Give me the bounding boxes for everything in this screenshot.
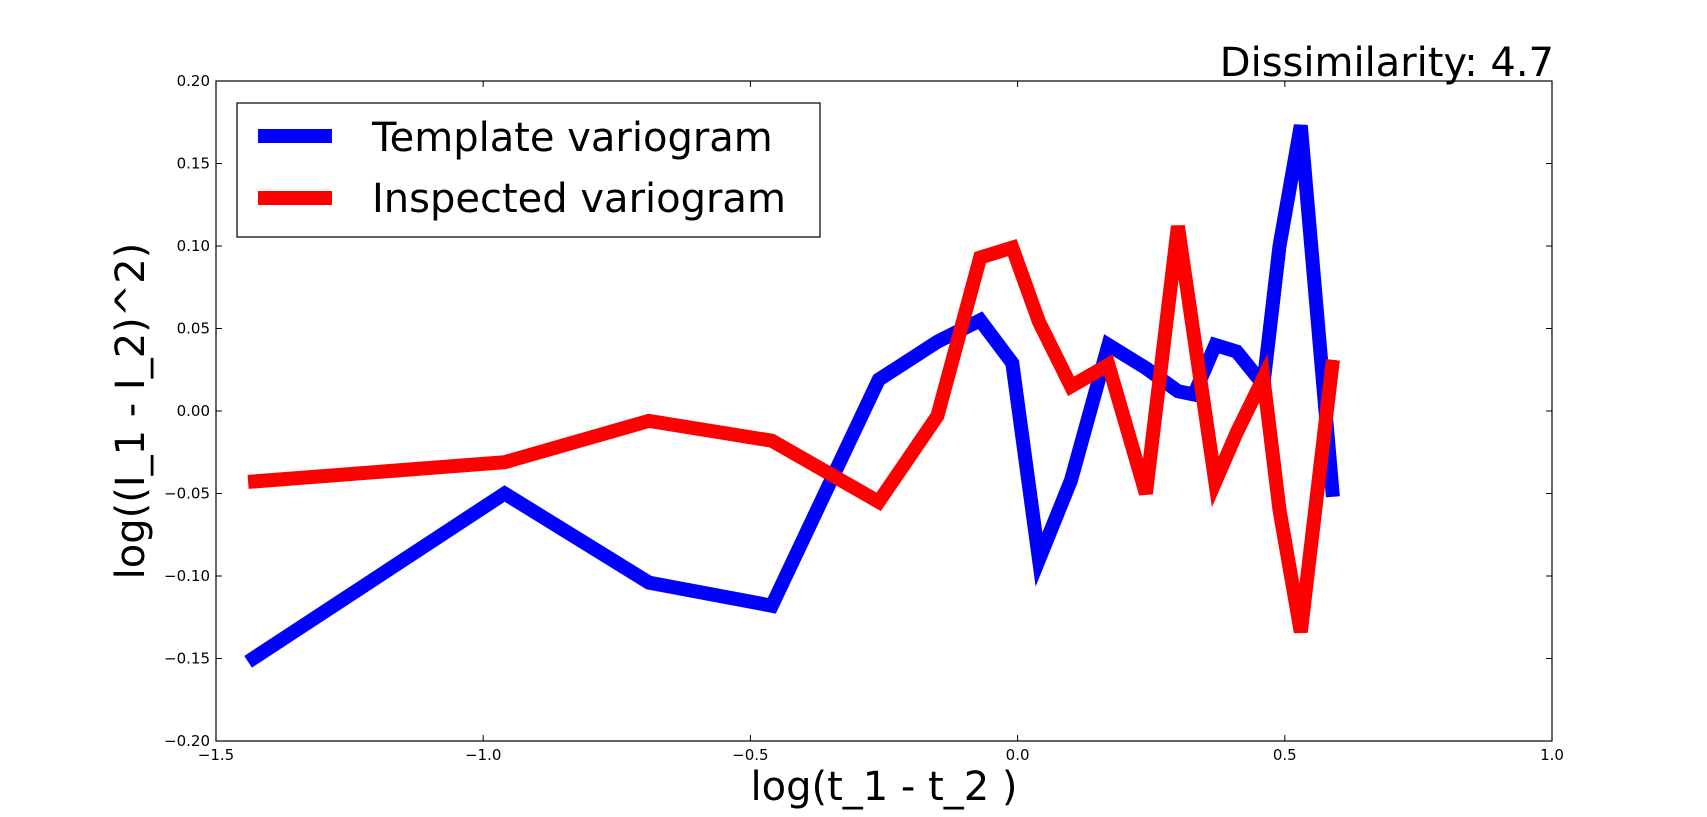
legend: Template variogram Inspected variogram (236, 102, 821, 238)
legend-label-inspected: Inspected variogram (372, 176, 786, 222)
y-tick-label: 0.15 (177, 155, 210, 173)
x-axis-label: log(t_1 - t_2 ) (750, 764, 1017, 810)
y-axis-label: log((I_1 - I_2)^2) (108, 243, 154, 580)
x-tick-label: −1.0 (465, 746, 501, 764)
x-tick-label: −1.5 (198, 746, 234, 764)
series-line-1 (247, 225, 1340, 634)
y-tick-label: 0.05 (177, 320, 210, 338)
y-tick-label: −0.05 (164, 485, 210, 503)
chart-title: Dissimilarity: 4.7 (1220, 40, 1554, 86)
legend-box (236, 102, 821, 238)
x-tick-label: 0.0 (1006, 746, 1030, 764)
x-axis-ticks: −1.5 −1.0 −0.5 0.0 0.5 1.0 (198, 81, 1564, 764)
y-tick-label: 0.00 (177, 402, 210, 420)
y-tick-label: 0.20 (177, 72, 210, 90)
y-tick-label: −0.15 (164, 650, 210, 668)
legend-label-template: Template variogram (371, 115, 773, 161)
y-tick-label: −0.20 (164, 732, 210, 750)
x-tick-label: −0.5 (732, 746, 768, 764)
y-tick-label: −0.10 (164, 567, 210, 585)
x-tick-label: 1.0 (1540, 746, 1564, 764)
y-tick-label: 0.10 (177, 237, 210, 255)
series-layer (244, 124, 1340, 668)
y-axis-ticks: −0.20 −0.15 −0.10 −0.05 0.00 0.05 0.10 0.15 0.20 (164, 72, 1552, 750)
x-tick-label: 0.5 (1273, 746, 1297, 764)
